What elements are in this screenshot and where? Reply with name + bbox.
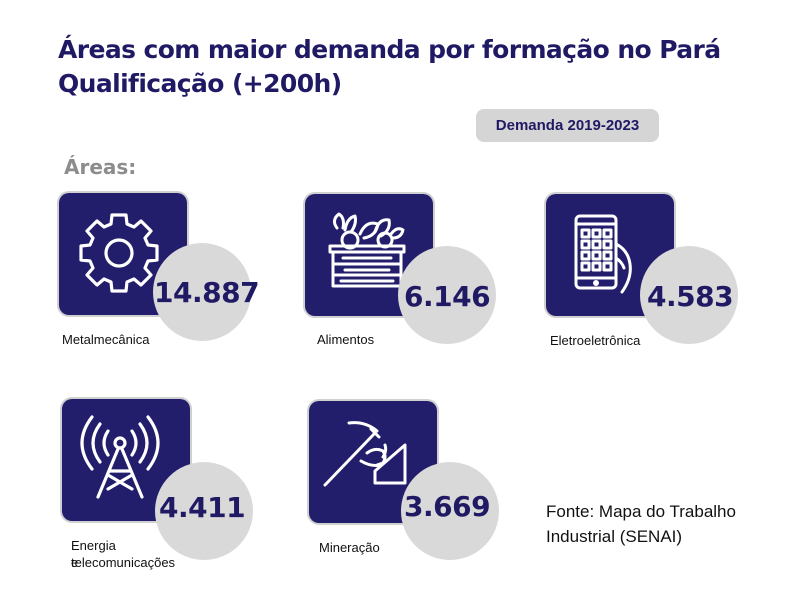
area-label-line-2: telecomunicações — [71, 555, 176, 570]
area-label: Metalmecânica — [62, 332, 150, 347]
source-line-2: Industrial (SENAI) — [546, 527, 683, 546]
areas-section-label: Áreas: — [64, 155, 137, 179]
area-label: Mineração — [319, 540, 380, 555]
value-bubble — [640, 246, 738, 344]
gear-icon — [79, 213, 159, 293]
antenna-tower-icon — [80, 415, 160, 499]
value-bubble — [153, 243, 251, 341]
area-tile — [59, 193, 187, 315]
area-tile — [309, 401, 437, 523]
area-value: 6.146 — [404, 280, 491, 313]
value-bubble — [401, 462, 499, 560]
pickaxe-icon — [323, 421, 407, 487]
title-line-2: Qualificação (+200h) — [58, 69, 342, 98]
area-value: 3.669 — [404, 490, 491, 523]
area-label: Eletroeletrônica — [550, 333, 641, 348]
area-value: 14.887 — [154, 276, 260, 309]
vegetable-crate-icon — [328, 212, 406, 288]
smartphone-hand-icon — [574, 214, 632, 294]
period-badge: Demanda 2019-2023 — [476, 109, 659, 142]
value-bubble — [155, 462, 253, 560]
page-title: Áreas com maior demanda por formação no … — [58, 33, 721, 101]
area-value: 4.583 — [647, 280, 734, 313]
value-bubble — [398, 246, 496, 344]
source-note: Fonte: Mapa do Trabalho Industrial (SENA… — [546, 499, 736, 549]
area-label-line-1: Energia e — [71, 538, 116, 570]
area-value: 4.411 — [159, 491, 246, 524]
source-line-1: Fonte: Mapa do Trabalho — [546, 502, 736, 521]
area-label: Alimentos — [317, 332, 375, 347]
title-line-1: Áreas com maior demanda por formação no … — [58, 35, 721, 64]
